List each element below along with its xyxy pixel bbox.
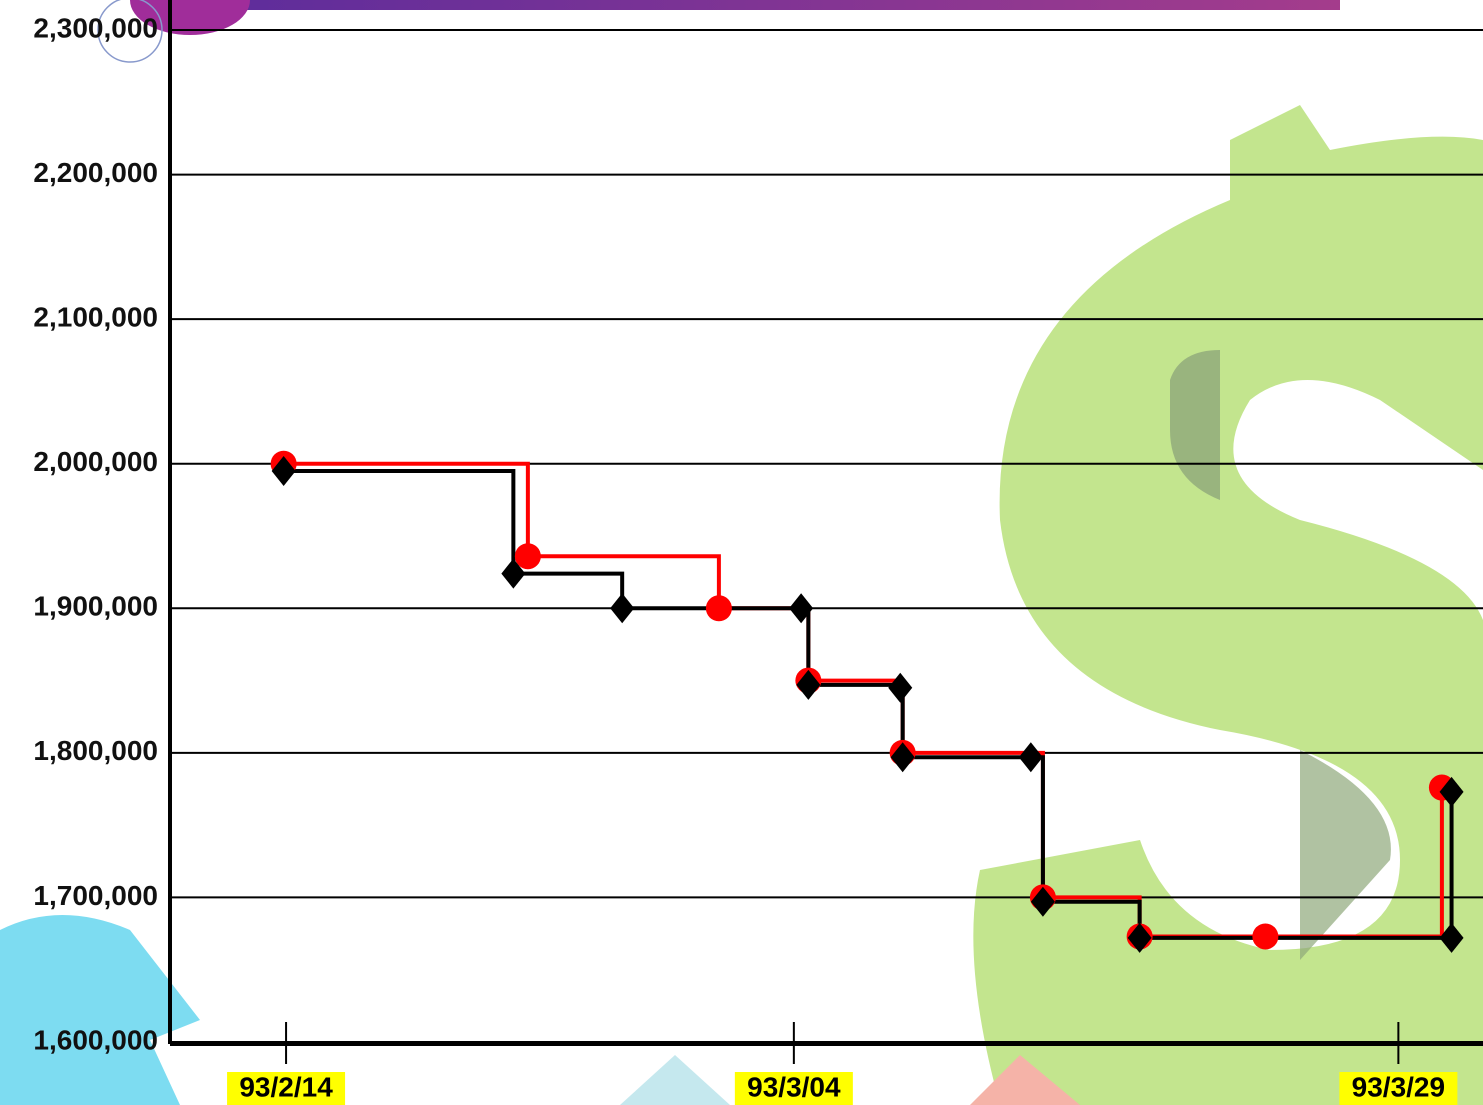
circle-marker — [515, 543, 541, 569]
circle-marker — [706, 595, 732, 621]
x-tick-label: 93/3/29 — [1352, 1071, 1445, 1102]
diamond-marker — [888, 673, 912, 703]
y-tick-label: 1,900,000 — [33, 591, 158, 622]
y-tick-label: 2,200,000 — [33, 157, 158, 188]
x-tick-label: 93/2/14 — [239, 1071, 333, 1102]
y-tick-label: 1,800,000 — [33, 735, 158, 766]
y-tick-label: 1,700,000 — [33, 880, 158, 911]
chart: 1,600,000 1,700,000 1,800,000 1,900,000 2,00… — [0, 0, 1483, 1105]
y-tick-label: 2,100,000 — [33, 302, 158, 333]
diamond-marker — [1019, 742, 1043, 772]
circle-marker — [1252, 923, 1278, 949]
page: 1,600,000 1,700,000 1,800,000 1,900,000 2,00… — [0, 0, 1483, 1105]
diamond-marker — [610, 593, 634, 623]
y-tick-label: 2,300,000 — [33, 12, 158, 43]
y-tick-label: 1,600,000 — [33, 1024, 158, 1055]
x-tick-label: 93/3/04 — [747, 1071, 841, 1102]
y-tick-label: 2,000,000 — [33, 446, 158, 477]
